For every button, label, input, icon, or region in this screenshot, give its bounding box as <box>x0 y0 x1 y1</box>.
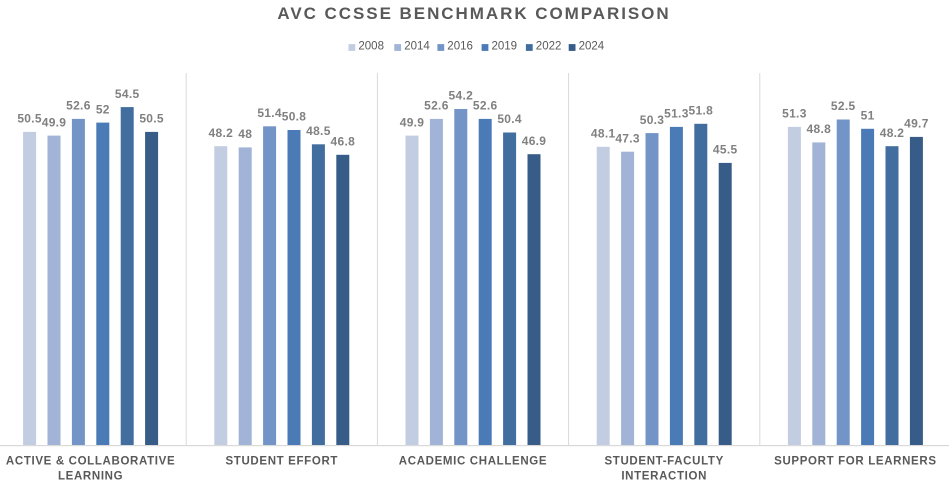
svg-text:54.2: 54.2 <box>449 89 474 103</box>
svg-text:49.7: 49.7 <box>904 117 929 131</box>
svg-text:48.2: 48.2 <box>209 126 234 140</box>
svg-text:AVC CCSSE BENCHMARK COMPARISON: AVC CCSSE BENCHMARK COMPARISON <box>277 4 670 23</box>
svg-text:SUPPORT FOR LEARNERS: SUPPORT FOR LEARNERS <box>774 456 937 468</box>
svg-text:STUDENT-FACULTY: STUDENT-FACULTY <box>604 456 723 468</box>
svg-text:50.3: 50.3 <box>640 113 665 127</box>
svg-text:STUDENT EFFORT: STUDENT EFFORT <box>225 456 338 468</box>
svg-text:51.8: 51.8 <box>689 104 714 118</box>
svg-text:48.5: 48.5 <box>306 124 331 138</box>
svg-text:52.5: 52.5 <box>831 99 856 113</box>
svg-text:50.5: 50.5 <box>139 112 164 126</box>
svg-text:52: 52 <box>96 102 110 116</box>
svg-text:2019: 2019 <box>492 41 518 53</box>
svg-text:51.3: 51.3 <box>664 107 689 121</box>
svg-text:49.9: 49.9 <box>42 115 67 129</box>
svg-text:54.5: 54.5 <box>115 87 140 101</box>
svg-text:45.5: 45.5 <box>713 143 738 157</box>
svg-text:50.5: 50.5 <box>17 112 42 126</box>
svg-text:50.8: 50.8 <box>282 110 307 124</box>
svg-text:46.8: 46.8 <box>331 135 356 149</box>
svg-text:51: 51 <box>861 109 875 123</box>
svg-text:52.6: 52.6 <box>473 99 498 113</box>
svg-text:51.3: 51.3 <box>782 107 807 121</box>
svg-text:ACTIVE & COLLABORATIVE: ACTIVE & COLLABORATIVE <box>6 456 175 468</box>
svg-text:2024: 2024 <box>579 41 605 53</box>
svg-text:48.2: 48.2 <box>880 126 905 140</box>
svg-text:48.8: 48.8 <box>807 122 832 136</box>
svg-text:INTERACTION: INTERACTION <box>621 470 707 482</box>
svg-text:47.3: 47.3 <box>615 131 640 145</box>
svg-text:2016: 2016 <box>447 41 473 53</box>
svg-text:2022: 2022 <box>536 41 562 53</box>
svg-text:46.9: 46.9 <box>522 134 547 148</box>
svg-text:48: 48 <box>238 127 252 141</box>
svg-text:49.9: 49.9 <box>400 115 425 129</box>
svg-text:2008: 2008 <box>358 41 384 53</box>
svg-text:48.1: 48.1 <box>591 127 616 141</box>
svg-text:50.4: 50.4 <box>497 112 522 126</box>
svg-text:52.6: 52.6 <box>424 99 449 113</box>
svg-text:51.4: 51.4 <box>257 106 282 120</box>
svg-text:52.6: 52.6 <box>66 99 91 113</box>
svg-text:2014: 2014 <box>404 41 430 53</box>
svg-text:ACADEMIC CHALLENGE: ACADEMIC CHALLENGE <box>399 456 547 468</box>
svg-text:LEARNING: LEARNING <box>58 470 123 482</box>
